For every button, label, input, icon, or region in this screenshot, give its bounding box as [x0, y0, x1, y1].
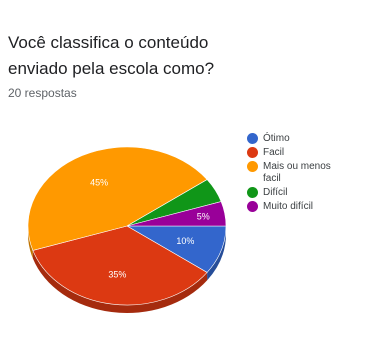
pie-data-label: 45% [90, 177, 108, 187]
legend-label: Muito difícil [263, 201, 314, 212]
legend-item-dificil[interactable]: Difícil [247, 187, 372, 199]
legend-label: Ótimo [263, 133, 290, 144]
pie-slice-muito-dif-cil[interactable] [126, 201, 227, 227]
pie-slice-side [28, 226, 33, 259]
question-title: Você classifica o conteúdo enviado pela … [8, 33, 215, 78]
pie-data-label: 10% [176, 236, 194, 246]
legend-item-mais-ou-menos[interactable]: Mais ou menos facil [247, 161, 372, 185]
chart-legend: Ótimo Facil Mais ou menos facil Difícil … [247, 133, 372, 215]
pie-slice-side [32, 250, 208, 313]
legend-item-otimo[interactable]: Ótimo [247, 133, 372, 145]
legend-label: Mais ou menos facil [263, 161, 331, 184]
legend-swatch [247, 187, 258, 198]
legend-label: Facil [263, 147, 285, 158]
legend-swatch [247, 201, 258, 212]
pie-labels-group: 10% 35% 45% 5% [90, 177, 210, 279]
legend-swatch [247, 147, 258, 158]
pie-3d-group [27, 146, 227, 313]
pie-slice-facil[interactable] [32, 225, 208, 306]
pie-data-label: 35% [108, 269, 126, 279]
legend-label: Difícil [263, 187, 288, 198]
legend-swatch [247, 161, 258, 172]
pie-data-label: 5% [197, 211, 210, 221]
pie-slice-mais-ou-menos-facil[interactable] [27, 146, 208, 251]
legend-item-facil[interactable]: Facil [247, 147, 372, 159]
legend-swatch [247, 133, 258, 144]
response-count: 20 respostas [8, 86, 77, 100]
legend-item-muito-dificil[interactable]: Muito difícil [247, 201, 372, 213]
